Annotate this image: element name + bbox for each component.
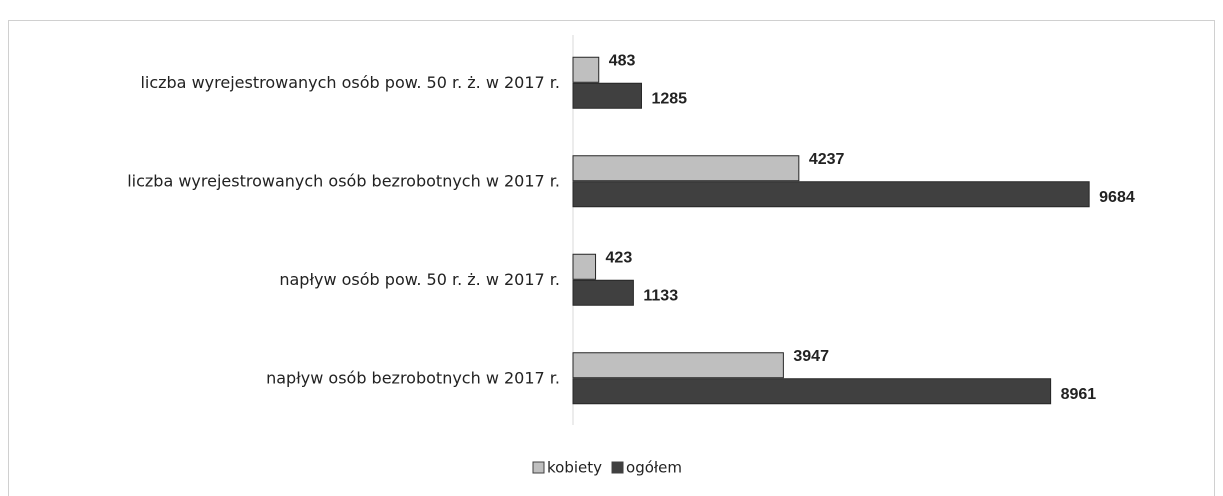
data-label: 1133: [643, 287, 678, 304]
data-label: 3947: [793, 348, 829, 365]
data-label: 483: [609, 52, 636, 69]
bar: [572, 253, 597, 280]
bar: [572, 279, 634, 306]
data-label: 1285: [651, 90, 687, 107]
y-tick-label: napływ osób pow. 50 r. ż. w 2017 r.: [279, 270, 560, 289]
legend-swatch: [611, 461, 624, 474]
bar: [572, 82, 642, 109]
data-label: 8961: [1061, 386, 1097, 403]
bar: [572, 378, 1052, 405]
legend-swatch: [532, 461, 545, 474]
bar: [572, 181, 1090, 208]
data-label: 423: [606, 249, 633, 266]
legend-label: ogółem: [626, 459, 682, 477]
y-tick-label: liczba wyrejestrowanych osób pow. 50 r. …: [140, 73, 560, 92]
legend-label: kobiety: [547, 459, 602, 477]
bar: [572, 352, 784, 379]
y-tick-label: napływ osób bezrobotnych w 2017 r.: [266, 368, 560, 387]
bar: [572, 56, 600, 83]
bar: [572, 155, 800, 182]
data-label: 4237: [809, 151, 845, 168]
y-tick-label: liczba wyrejestrowanych osób bezrobotnyc…: [127, 171, 560, 190]
data-label: 9684: [1099, 189, 1135, 206]
